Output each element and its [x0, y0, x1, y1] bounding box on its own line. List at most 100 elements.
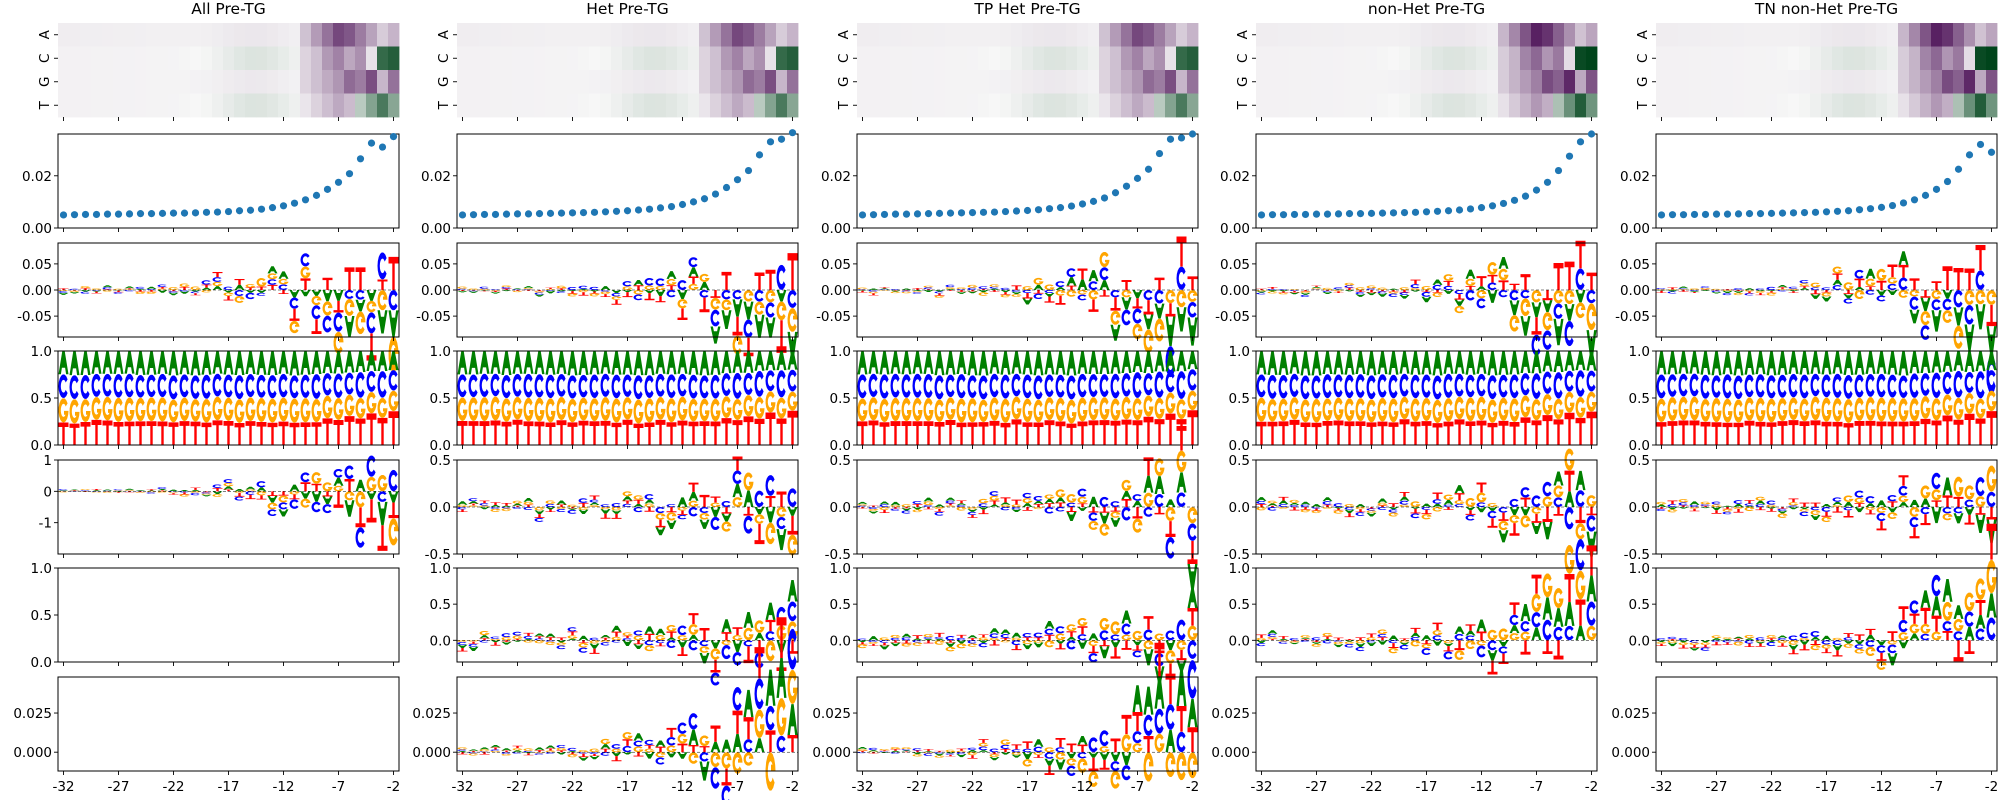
heatmap-cell: [1865, 23, 1877, 47]
logo-letter-G: [1788, 397, 1799, 421]
logo-letter-T: [1055, 643, 1066, 650]
logo-letter-T: [512, 290, 523, 291]
heatmap-cell: [333, 70, 345, 94]
logo-letter-C: [501, 633, 511, 638]
heatmap-cell: [611, 70, 623, 94]
logo-letter-C: [1454, 290, 1464, 295]
logo-letter-G: [1986, 559, 1997, 594]
logo-letter-G: [1854, 648, 1865, 654]
logo-letter-C: [457, 749, 467, 751]
logo-letter-G: [344, 394, 355, 417]
x-tick-label: -32: [52, 779, 74, 795]
logo-letter-T: [1810, 290, 1821, 295]
logo-letter-G: [956, 507, 967, 511]
logo-letter-C: [501, 752, 511, 754]
logo-letter-C: [776, 516, 786, 530]
y-tick-label: 0.0: [430, 633, 451, 649]
logo-letter-A: [1443, 290, 1454, 294]
heatmap-cell: [989, 46, 1001, 71]
logo-letter-G: [1821, 292, 1832, 297]
logo-letter-T: [146, 489, 157, 491]
logo-letter-G: [1154, 318, 1165, 342]
heatmap-cell: [1667, 70, 1679, 94]
logo-letter-T: [1799, 502, 1810, 507]
logo-letter-G: [1920, 485, 1931, 499]
logo-letter-A: [1876, 290, 1887, 296]
logo-letter-G: [300, 398, 311, 423]
logo-letter-C: [934, 752, 944, 754]
logo-letter-G: [1953, 476, 1964, 497]
logo-letter-A: [710, 326, 721, 344]
logo-letter-A: [102, 489, 113, 491]
heatmap-cell: [710, 70, 722, 94]
logo-letter-T: [699, 421, 710, 445]
logo-letter-T: [967, 638, 978, 641]
logo-letter-G: [1410, 288, 1421, 290]
scatter-point: [491, 210, 500, 219]
logo-letter-T: [388, 256, 399, 290]
heatmap-cell: [1931, 23, 1943, 47]
scatter-point: [1554, 166, 1563, 175]
y-tick-label: 0.0: [830, 438, 851, 454]
logo-letter-T: [644, 293, 655, 301]
scatter-point: [268, 204, 277, 212]
heatmap-cell: [732, 23, 744, 47]
logo-letter-T: [1832, 273, 1843, 280]
logo-letter-A: [1055, 287, 1066, 290]
logo-letter-A: [1088, 633, 1099, 641]
logo-letter-A: [1509, 300, 1520, 316]
logo-letter-G: [1121, 734, 1132, 753]
heatmap-cell: [289, 93, 301, 118]
logo-letter-T: [388, 411, 399, 445]
logo-letter-T: [1187, 410, 1198, 445]
logo-letter-C: [1843, 507, 1853, 511]
heatmap-cell: [234, 93, 246, 118]
logo-letter-C: [1088, 512, 1098, 521]
heatmap-cell: [1975, 46, 1987, 71]
logo-letter-C: [1953, 290, 1963, 308]
y-tick-label: 0: [43, 484, 52, 500]
logo-letter-G: [1399, 287, 1410, 290]
logo-letter-A: [1564, 602, 1575, 626]
logo-letter-T: [113, 422, 124, 445]
heatmap-cell: [523, 70, 535, 94]
heatmap-cell: [1132, 23, 1144, 47]
logo-letter-A: [534, 510, 545, 515]
logo-letter-C: [567, 747, 577, 751]
y-tick-label: 0.05: [22, 257, 52, 273]
logo-letter-T: [1887, 501, 1898, 507]
logo-letter-A: [600, 509, 611, 514]
logo-letter-A: [468, 646, 479, 651]
x-tick-label: -27: [107, 779, 129, 795]
logo-letter-A: [567, 290, 578, 292]
heatmap-cell: [1011, 93, 1023, 118]
heatmap-cell: [102, 23, 114, 47]
logo-letter-T: [124, 288, 135, 290]
logo-letter-C: [710, 374, 720, 399]
logo-letter-G: [1689, 642, 1700, 645]
logo-letter-T: [1033, 422, 1044, 445]
heatmap-cell: [1733, 93, 1745, 118]
logo-letter-A: [1066, 511, 1077, 521]
logo-letter-A: [1667, 290, 1678, 292]
logo-letter-G: [1689, 396, 1700, 421]
logo-letter-T: [1876, 652, 1887, 661]
heatmap-cell: [1333, 23, 1345, 47]
logo-letter-A: [1799, 351, 1810, 375]
logo-letter-T: [644, 745, 655, 749]
logo-letter-T: [1099, 640, 1110, 647]
logo-letter-A: [1898, 502, 1909, 507]
logo-letter-G: [168, 399, 179, 423]
logo-letter-C: [1744, 293, 1754, 296]
logo-letter-A: [1099, 512, 1110, 524]
logo-letter-G: [710, 398, 721, 422]
logo-letter-C: [1744, 503, 1754, 506]
logo-letter-A: [879, 351, 890, 375]
logo-letter-A: [1322, 497, 1333, 502]
heatmap-cell: [655, 23, 667, 47]
panel-frame: [456, 676, 799, 772]
logo-letter-T: [1766, 291, 1777, 293]
logo-letter-T: [868, 420, 879, 445]
logo-letter-G: [978, 292, 989, 296]
logo-letter-T: [578, 502, 589, 507]
